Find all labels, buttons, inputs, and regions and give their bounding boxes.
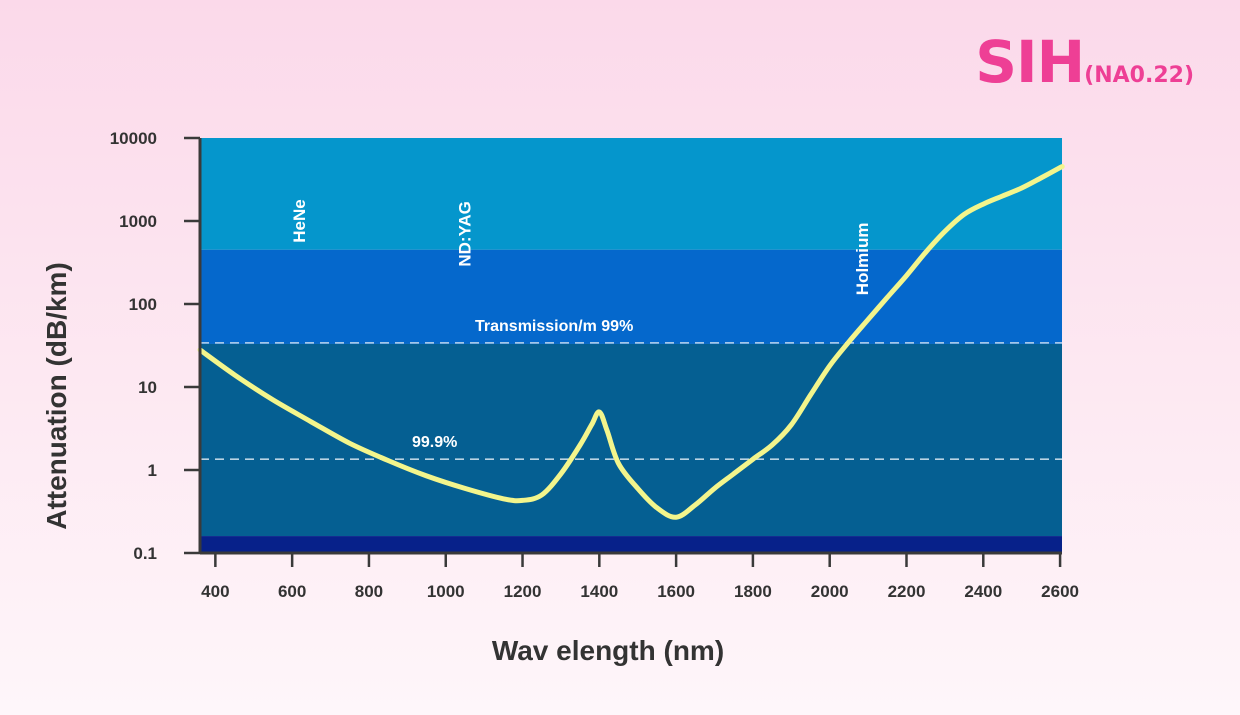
wavelength-label: Holmium	[853, 222, 872, 295]
x-tick-label: 400	[201, 582, 229, 601]
brand-name: SIH	[975, 28, 1085, 96]
chart-title: SIH(NA0.22)	[975, 28, 1194, 96]
band-0	[200, 138, 1062, 250]
y-tick-label: 0.1	[133, 544, 157, 563]
y-tick-label: 1	[148, 461, 157, 480]
y-tick-label: 100	[129, 295, 157, 314]
band-3	[200, 536, 1062, 553]
band-1	[200, 249, 1062, 344]
x-tick-label: 2600	[1041, 582, 1079, 601]
x-tick-label: 1400	[580, 582, 618, 601]
reference-line-label-1: 99.9%	[412, 434, 457, 451]
curve-layer	[197, 164, 1065, 520]
x-tick-label: 1000	[427, 582, 465, 601]
x-tick-label: 600	[278, 582, 306, 601]
x-tick-label: 1600	[657, 582, 695, 601]
y-axis-title: Attenuation (dB/km)	[41, 262, 72, 530]
wavelength-label: HeNe	[290, 199, 309, 242]
x-axis-title: Wav elength (nm)	[492, 635, 724, 666]
y-tick-label: 1000	[119, 212, 157, 231]
y-tick-label: 10000	[110, 129, 157, 148]
reference-line-label-0: Transmission/m 99%	[475, 318, 633, 335]
x-tick-label: 2400	[964, 582, 1002, 601]
attenuation-bands	[200, 138, 1062, 553]
axes	[198, 138, 1062, 555]
y-tick-label: 10	[138, 378, 157, 397]
attenuation-curve	[197, 164, 1065, 520]
band-2	[200, 343, 1062, 537]
x-tick-label: 2200	[888, 582, 926, 601]
x-tick-label: 2000	[811, 582, 849, 601]
wavelength-label: ND:YAG	[455, 201, 474, 267]
x-tick-label: 1200	[504, 582, 542, 601]
brand-subtitle: (NA0.22)	[1084, 63, 1194, 88]
band-labels: HeNe ND:YAG Holmium	[290, 199, 872, 295]
reference-lines: Transmission/m 99% 99.9%	[200, 318, 1062, 460]
ticks: 0.1 1 10 100 1000 10000 400 600 800 1000 1200 1400 1…	[110, 129, 1079, 601]
x-tick-label: 800	[355, 582, 383, 601]
x-tick-label: 1800	[734, 582, 772, 601]
